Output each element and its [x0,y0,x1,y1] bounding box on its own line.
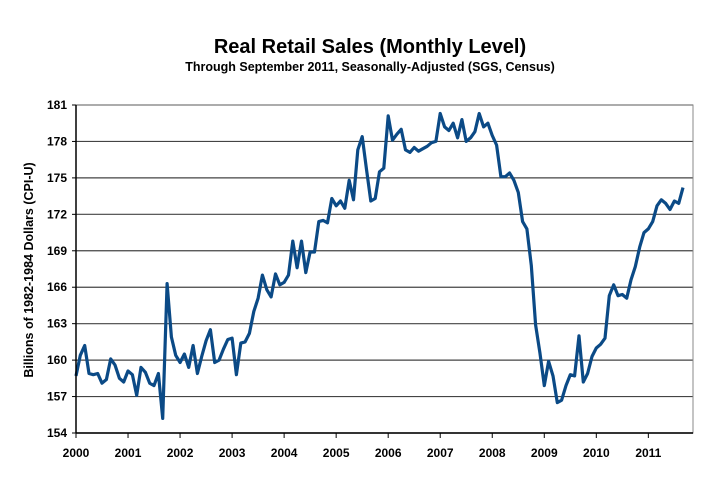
x-tick-label: 2003 [219,446,246,460]
x-tick-label: 2004 [271,446,298,460]
y-tick-label: 163 [47,317,67,331]
y-tick-label: 160 [47,353,67,367]
x-axis-ticks: 2000 2001 2002 2003 2004 2005 2006 2007 2008 2009… [63,433,662,460]
y-tick-label: 178 [47,134,67,148]
y-tick-label: 181 [47,98,67,112]
y-tick-label: 166 [47,280,67,294]
series-line-real-retail-sales [74,111,685,420]
y-tick-label: 172 [47,207,67,221]
y-tick-label: 169 [47,244,67,258]
y-tick-label: 175 [47,171,67,185]
chart-title: Real Retail Sales (Monthly Level) [213,36,527,58]
x-tick-label: 2011 [635,446,661,460]
x-tick-label: 2001 [115,446,142,460]
y-tick-label: 154 [47,426,67,440]
x-tick-label: 2010 [583,446,610,460]
x-tick-label: 2006 [375,446,402,460]
y-axis-label: Billions of 1982-1984 Dollars (CPI-U) [22,162,36,377]
y-tick-label: 157 [47,390,67,404]
x-tick-label: 2007 [427,446,454,460]
x-tick-label: 2008 [479,446,506,460]
x-tick-label: 2002 [167,446,194,460]
x-tick-label: 2005 [323,446,350,460]
x-tick-label: 2009 [531,446,558,460]
chart-subtitle: Through September 2011, Seasonally-Adjus… [185,60,555,74]
x-tick-label: 2000 [63,446,90,460]
y-axis-ticks: 154 157 160 163 166 169 172 175 178 181 [47,98,76,440]
